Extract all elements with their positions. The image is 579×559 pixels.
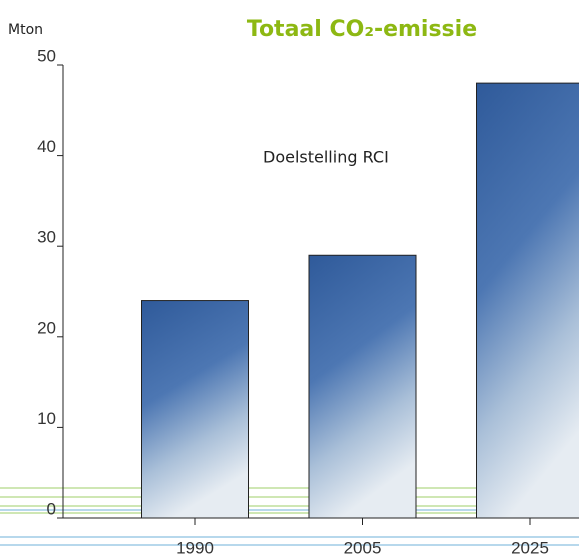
page: {"chart_data": {"type": "bar", "title": … [0, 0, 579, 559]
bar [477, 83, 579, 518]
x-tick-label: 2005 [344, 538, 382, 557]
y-tick-label: 50 [37, 46, 56, 65]
x-tick-label: 1990 [176, 538, 214, 557]
legend-label: Doelstelling RCI [263, 148, 389, 167]
y-tick-label: 20 [37, 318, 56, 337]
y-tick-label: 30 [37, 228, 56, 247]
bar [309, 255, 416, 518]
x-tick-label: 2025 [511, 538, 549, 557]
chart: Totaal CO₂-emissie Mton 1990 2005 2025 0 10 2… [0, 0, 579, 559]
y-tick-label: 0 [47, 499, 56, 518]
y-axis-label: Mton [8, 22, 43, 38]
y-tick-label: 40 [37, 137, 56, 156]
y-tick-label: 10 [37, 409, 56, 428]
chart-title: Totaal CO₂-emissie [247, 17, 477, 42]
